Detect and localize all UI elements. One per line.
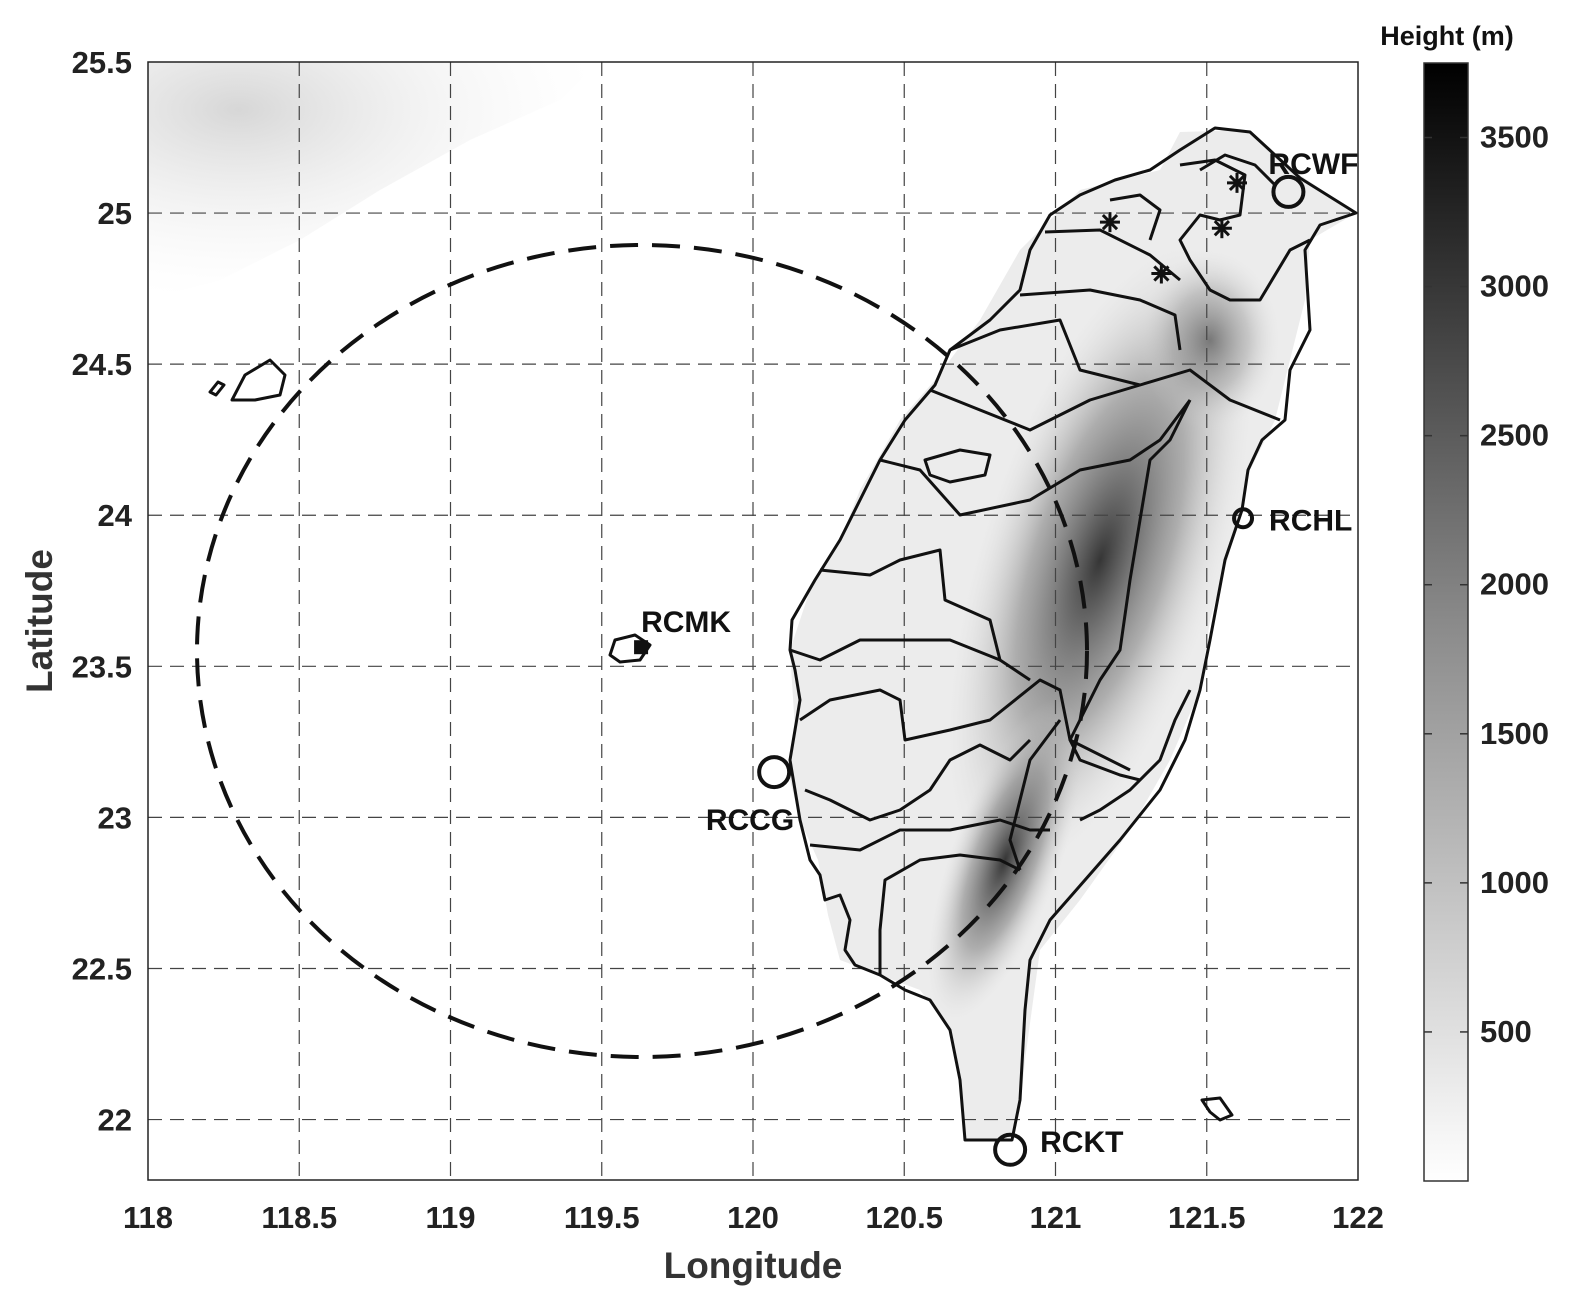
northern-range-shading	[1140, 250, 1280, 430]
boundary-taitung	[1079, 689, 1192, 822]
x-tick-label: 122	[1332, 1200, 1384, 1235]
plot-frame	[147, 61, 1359, 1181]
x-tick-labels: 118 118.5 119 119.5 120 120.5 121 121.5 122	[123, 1200, 1384, 1235]
station-label-rcmk: RCMK	[641, 606, 731, 639]
boundary-south-range	[1008, 719, 1062, 871]
station-marker-rchl	[1232, 507, 1255, 530]
asterisk-marker	[1211, 218, 1232, 239]
colorbar-tick-label: 3000	[1480, 269, 1549, 304]
station-label-rcwf: RCWF	[1268, 148, 1358, 181]
boundary-changhua	[819, 548, 1031, 682]
colorbar-tick-label: 1000	[1480, 865, 1549, 900]
colorbar: Height (m) 500 1000 1500 2000 2500 3000 3500	[1380, 21, 1549, 1182]
y-tick-label: 23	[98, 800, 132, 835]
colorbar-tick-label: 2000	[1480, 567, 1549, 602]
x-tick-label: 121.5	[1168, 1200, 1246, 1235]
southern-range-shading	[927, 699, 1083, 1021]
colorbar-tick-label: 3500	[1480, 120, 1549, 155]
station-marker-rccg	[757, 755, 792, 790]
boundary-hsinchu	[949, 318, 1281, 422]
colorbar-title: Height (m)	[1380, 21, 1513, 51]
y-tick-label: 24	[98, 498, 133, 533]
lake-outline	[923, 448, 992, 484]
matsu-islet	[208, 380, 226, 397]
x-tick-label: 120	[727, 1200, 779, 1235]
x-axis-label: Longitude	[664, 1245, 843, 1286]
station-label-rchl: RCHL	[1269, 504, 1352, 537]
mainland-terrain	[148, 62, 600, 300]
y-tick-label: 23.5	[72, 649, 132, 684]
station-label-rccg: RCCG	[706, 804, 794, 837]
y-tick-label: 25.5	[72, 45, 132, 80]
x-tick-label: 120.5	[865, 1200, 943, 1235]
asterisk-marker	[1099, 212, 1120, 233]
y-tick-label: 22	[98, 1103, 132, 1138]
boundary-kaohsiung	[809, 818, 1050, 852]
boundary-taichung	[879, 399, 1192, 517]
x-tick-label: 119	[425, 1200, 475, 1235]
boundary-miaoli	[929, 383, 1141, 432]
boundary-inner	[1109, 193, 1162, 241]
station-marker-rcmk	[634, 640, 649, 655]
boundary-north-1	[1044, 228, 1181, 282]
asterisk-marker	[1151, 263, 1172, 284]
boundary-pingtung	[878, 853, 1021, 975]
x-tick-label: 118	[123, 1200, 173, 1235]
station-markers: RCWF RCHL RCMK RCCG RCKT	[634, 148, 1358, 1167]
boundary-north-2	[1019, 288, 1182, 351]
asterisk-marker	[1227, 172, 1247, 193]
colorbar-tick-labels: 500 1000 1500 2000 2500 3000 3500	[1424, 120, 1549, 1049]
colorbar-tick-label: 1500	[1480, 716, 1549, 751]
x-tick-label: 121	[1030, 1200, 1082, 1235]
station-marker-rckt	[993, 1132, 1028, 1167]
station-label-rckt: RCKT	[1040, 1126, 1123, 1159]
boundary-chiayi	[799, 678, 1131, 772]
boundary-hualien	[1068, 399, 1192, 741]
lanyu-island	[1200, 1096, 1234, 1122]
radar-range-ring	[195, 243, 1089, 1059]
colorbar-tick-label: 2500	[1480, 418, 1549, 453]
penghu-island	[608, 633, 652, 664]
y-axis-label: Latitude	[19, 549, 60, 693]
map-grid	[148, 62, 1358, 1180]
y-tick-label: 24.5	[72, 347, 132, 382]
station-marker-rcwf	[1271, 174, 1306, 209]
boundary-keelung	[1199, 153, 1277, 187]
boundary-yunlin	[789, 638, 1001, 662]
x-tick-label: 119.5	[564, 1200, 640, 1235]
matsu-island	[230, 358, 287, 402]
x-tick-label: 118.5	[261, 1200, 337, 1235]
y-tick-label: 25	[98, 196, 132, 231]
colorbar-tick-label: 500	[1480, 1014, 1532, 1049]
boundary-taipei	[1178, 158, 1311, 302]
boundary-tainan	[804, 738, 1032, 822]
colorbar-gradient	[1423, 62, 1469, 1182]
taiwan-coastline	[788, 126, 1358, 1142]
y-tick-label: 22.5	[72, 951, 132, 986]
y-tick-labels: 22 22.5 23 23.5 24 24.5 25 25.5	[72, 45, 133, 1138]
